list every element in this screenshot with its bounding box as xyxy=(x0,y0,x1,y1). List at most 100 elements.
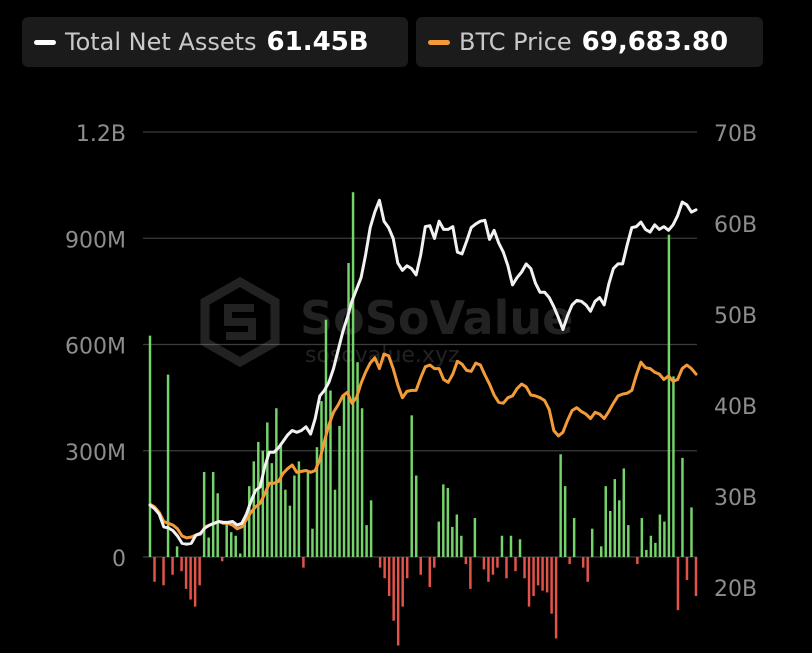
outflow-bar xyxy=(586,557,589,582)
inflow-bar xyxy=(559,454,562,557)
inflow-bar xyxy=(672,376,675,558)
inflow-bar xyxy=(211,472,215,557)
btc-price-line xyxy=(148,352,698,540)
inflow-bar xyxy=(600,546,603,558)
outflow-bar xyxy=(581,557,585,568)
inflow-bar xyxy=(320,401,323,557)
legend-btc-price[interactable]: BTC Price 69,683.80 xyxy=(416,17,763,67)
inflow-bar xyxy=(207,537,210,557)
outflow-bar xyxy=(198,557,201,586)
outflow-bar xyxy=(383,557,386,579)
inflow-bar xyxy=(627,525,630,558)
left-tick-label: 600M xyxy=(65,335,126,360)
right-tick-label: 60B xyxy=(714,213,757,238)
outflow-bar xyxy=(676,557,680,611)
inflow-bar xyxy=(148,335,152,557)
outflow-bar xyxy=(180,557,183,572)
inflow-bar xyxy=(590,528,594,557)
inflow-bar xyxy=(414,475,418,557)
inflow-bar xyxy=(509,535,513,557)
inflow-bar xyxy=(333,489,337,557)
inflow-bar xyxy=(649,535,653,557)
inflow-bar xyxy=(360,408,364,557)
inflow-bar xyxy=(473,518,477,557)
inflow-bar xyxy=(663,521,666,557)
daily-flow-bars xyxy=(148,192,698,646)
watermark-brand: SoSoValue xyxy=(300,291,573,345)
outflow-bar xyxy=(482,557,486,570)
inflow-bar xyxy=(202,472,206,557)
inflow-bar xyxy=(369,500,373,557)
inflow-bar xyxy=(329,390,332,557)
legend-value: 61.45B xyxy=(266,27,369,57)
outflow-bar xyxy=(405,557,409,579)
sosovalue-logo xyxy=(200,276,280,368)
outflow-bar xyxy=(162,557,165,586)
right-tick-label: 70B xyxy=(714,122,757,147)
inflow-bar xyxy=(243,519,246,557)
inflow-bar xyxy=(356,362,359,557)
inflow-bar xyxy=(622,468,626,557)
inflow-bar xyxy=(248,486,251,557)
outflow-bar xyxy=(505,557,508,579)
outflow-bar xyxy=(694,557,698,596)
legend-total-net-assets[interactable]: Total Net Assets 61.45B xyxy=(22,17,408,67)
outflow-bar xyxy=(491,557,495,575)
inflow-bar xyxy=(315,447,319,557)
outflow-bar xyxy=(487,557,490,582)
outflow-bar xyxy=(636,557,639,565)
right-tick-label: 50B xyxy=(714,304,757,329)
series-lines xyxy=(148,198,698,546)
outflow-bar xyxy=(396,557,400,646)
inflow-bar xyxy=(342,394,346,557)
right-tick-label: 30B xyxy=(714,486,757,511)
inflow-bar xyxy=(293,475,296,557)
inflow-bar xyxy=(216,493,219,557)
left-tick-label: 0 xyxy=(112,547,126,572)
outflow-bar xyxy=(523,557,526,579)
inflow-bar xyxy=(257,441,260,557)
inflow-bar xyxy=(175,546,179,558)
outflow-bar xyxy=(568,557,571,565)
inflow-bar xyxy=(681,457,684,557)
inflow-bar xyxy=(460,535,463,557)
outflow-bar xyxy=(469,557,472,589)
inflow-bar xyxy=(338,425,341,557)
outflow-bar xyxy=(541,557,544,591)
inflow-bar xyxy=(658,514,662,557)
inflow-bar xyxy=(640,518,644,557)
inflow-bar xyxy=(234,535,237,557)
inflow-bar xyxy=(613,479,617,557)
outflow-bar xyxy=(401,557,404,607)
outflow-bar xyxy=(220,557,224,562)
right-tick-label: 40B xyxy=(714,395,757,420)
outflow-bar xyxy=(387,557,391,596)
inflow-bar xyxy=(437,521,441,557)
total-net-assets-line xyxy=(148,198,698,546)
inflow-bar xyxy=(306,472,310,557)
inflow-bar xyxy=(229,532,233,557)
inflow-bar xyxy=(667,234,671,557)
inflow-bar xyxy=(446,487,450,557)
outflow-bar xyxy=(378,557,382,568)
left-tick-label: 1.2B xyxy=(76,122,126,147)
inflow-bar xyxy=(572,518,576,557)
outflow-bar xyxy=(428,557,432,588)
legend-label: BTC Price xyxy=(459,28,572,56)
outflow-bar xyxy=(193,557,197,607)
outflow-bar xyxy=(514,557,517,572)
total-net-assets-swatch xyxy=(34,39,56,45)
right-axis: 20B 30B 40B 50B 60B 70B xyxy=(714,122,757,602)
inflow-bar xyxy=(451,526,454,557)
outflow-bar xyxy=(554,557,558,639)
inflow-bar xyxy=(609,510,612,557)
left-axis: 0 300M 600M 900M 1.2B xyxy=(65,122,126,572)
inflow-bar xyxy=(279,445,283,557)
outflow-bar xyxy=(527,557,531,607)
inflow-bar xyxy=(500,535,504,557)
inflow-bar xyxy=(347,263,350,557)
outflow-bar xyxy=(392,557,395,621)
left-tick-label: 300M xyxy=(65,441,126,466)
inflow-bar xyxy=(518,539,522,557)
